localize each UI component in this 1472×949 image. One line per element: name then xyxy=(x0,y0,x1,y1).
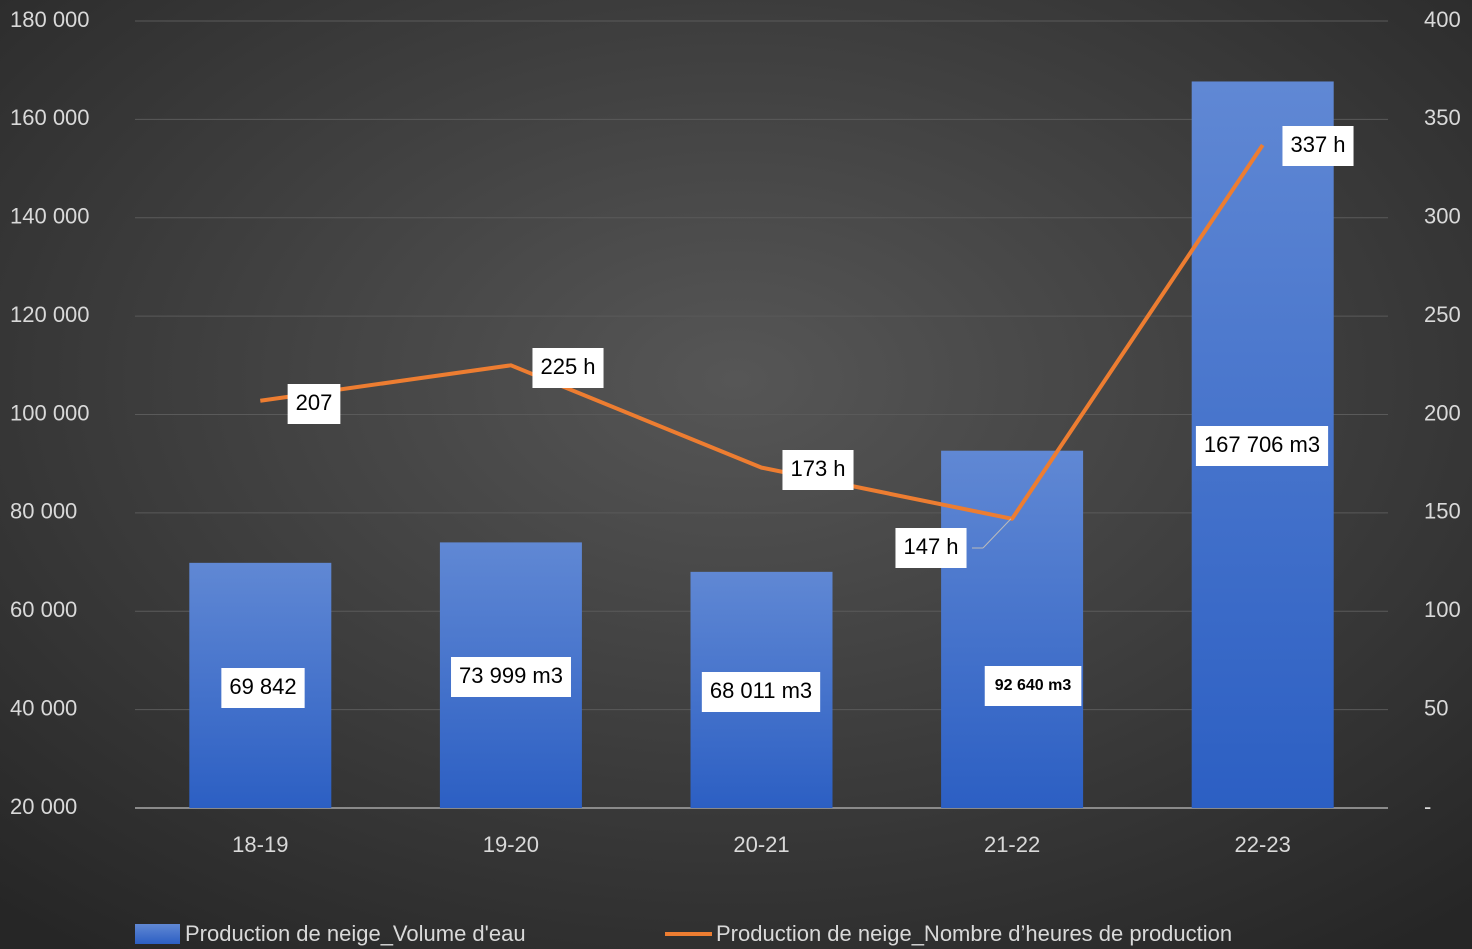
y-tick-label: 180 000 xyxy=(10,7,90,32)
y2-tick-label: 350 xyxy=(1424,105,1461,130)
y2-tick-label: 150 xyxy=(1424,499,1461,524)
y2-tick-label: 100 xyxy=(1424,597,1461,622)
data-label: 173 h xyxy=(790,456,845,481)
y-tick-label: 120 000 xyxy=(10,302,90,327)
data-label-box xyxy=(701,672,821,712)
data-label-box xyxy=(984,666,1082,706)
x-tick-label: 22-23 xyxy=(1235,832,1291,857)
y-tick-label: 40 000 xyxy=(10,695,77,720)
y2-tick-label: - xyxy=(1424,794,1431,819)
x-tick-label: 21-22 xyxy=(984,832,1040,857)
data-label: 167 706 m3 xyxy=(1204,432,1320,457)
x-tick-label: 19-20 xyxy=(483,832,539,857)
data-label-box xyxy=(451,657,571,697)
data-label-box xyxy=(221,668,305,708)
data-label: 68 011 m3 xyxy=(710,678,812,703)
leader-line xyxy=(982,518,1012,549)
data-label: 147 h xyxy=(903,534,958,559)
data-label: 225 h xyxy=(540,354,595,379)
data-label: 337 h xyxy=(1290,132,1345,157)
data-label: 92 640 m3 xyxy=(995,677,1072,694)
bar xyxy=(941,450,1084,808)
data-label-box xyxy=(782,450,854,490)
y-tick-label: 20 000 xyxy=(10,794,77,819)
y2-tick-label: 400 xyxy=(1424,7,1461,32)
y2-tick-label: 300 xyxy=(1424,204,1461,229)
x-tick-label: 18-19 xyxy=(232,832,288,857)
data-label: 73 999 m3 xyxy=(459,663,563,688)
data-label: 207 xyxy=(296,390,333,415)
y2-tick-label: 200 xyxy=(1424,400,1461,425)
legend-label: Production de neige_Volume d'eau xyxy=(185,921,526,946)
y2-tick-label: 50 xyxy=(1424,695,1448,720)
x-tick-label: 20-21 xyxy=(733,832,789,857)
data-label: 69 842 xyxy=(229,674,296,699)
data-label-box xyxy=(287,384,341,424)
y-tick-label: 160 000 xyxy=(10,105,90,130)
legend-label: Production de neige_Nombre d’heures de p… xyxy=(716,921,1232,946)
y-tick-label: 140 000 xyxy=(10,204,90,229)
line xyxy=(260,143,1265,521)
y2-tick-label: 250 xyxy=(1424,302,1461,327)
data-label-box xyxy=(1195,426,1329,466)
y-tick-label: 100 000 xyxy=(10,400,90,425)
data-label-box xyxy=(1282,126,1354,166)
data-label-box xyxy=(532,348,604,388)
data-label-box xyxy=(895,528,967,568)
y-tick-label: 60 000 xyxy=(10,597,77,622)
y-tick-label: 80 000 xyxy=(10,499,77,524)
legend-swatch xyxy=(135,924,180,944)
